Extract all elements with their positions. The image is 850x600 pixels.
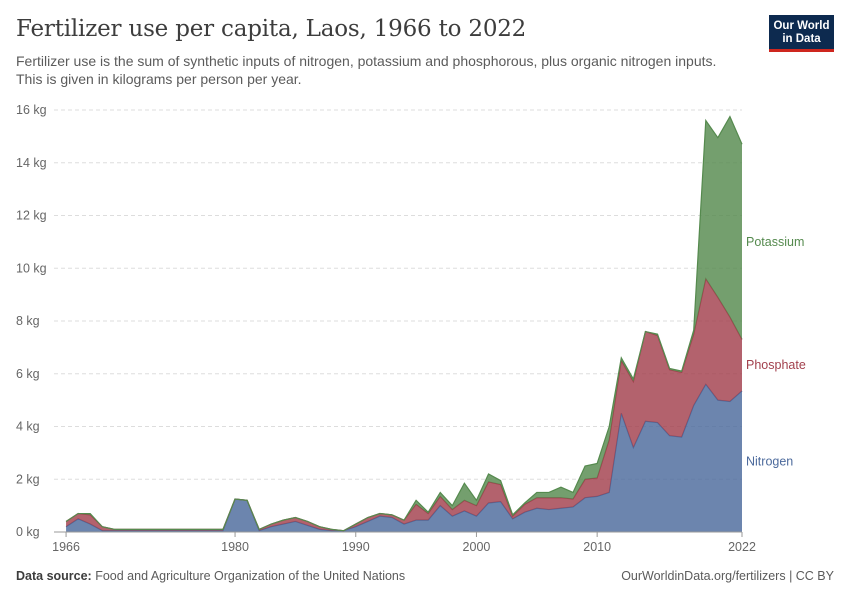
series-labels: Nitrogen Phosphate Potassium [746, 235, 806, 469]
grid-lines [54, 109, 742, 480]
y-tick-label: 16 kg [16, 103, 47, 117]
series-label-phosphate: Phosphate [746, 358, 806, 372]
series-label-nitrogen: Nitrogen [746, 454, 793, 468]
y-tick-label: 14 kg [16, 156, 47, 170]
series-areas [65, 115, 743, 532]
axes: 0 kg 2 kg 4 kg 6 kg 8 kg 10 kg 12 kg 14 kg 16 kg… [16, 103, 756, 554]
y-tick-label: 6 kg [16, 367, 40, 381]
logo-line-1: Our World [773, 20, 830, 32]
x-tick-label: 1990 [342, 540, 370, 554]
y-tick-label: 12 kg [16, 209, 47, 223]
area-nitrogen[interactable] [66, 384, 742, 532]
x-tick-label: 2010 [583, 540, 611, 554]
data-source-text: Food and Agriculture Organization of the… [95, 569, 406, 583]
chart-title: Fertilizer use per capita, Laos, 1966 to… [16, 16, 527, 42]
y-tick-label: 4 kg [16, 420, 40, 434]
y-tick-label: 2 kg [16, 472, 40, 486]
logo-line-2: in Data [782, 33, 821, 45]
y-tick-label: 8 kg [16, 314, 40, 328]
footer-link[interactable]: OurWorldinData.org/fertilizers | CC BY [621, 569, 834, 583]
x-tick-label: 2022 [728, 540, 756, 554]
line-potassium [65, 115, 743, 532]
data-source-label: Data source: [16, 569, 92, 583]
y-tick-label: 10 kg [16, 261, 47, 275]
x-tick-label: 1966 [52, 540, 80, 554]
y-tick-label: 0 kg [16, 525, 40, 539]
data-source: Data source: Food and Agriculture Organi… [16, 569, 405, 583]
series-label-potassium: Potassium [746, 235, 804, 249]
owid-logo[interactable]: Our World in Data [769, 15, 834, 52]
x-tick-label: 1980 [221, 540, 249, 554]
chart-subtitle: Fertilizer use is the sum of synthetic i… [16, 53, 717, 87]
x-tick-label: 2000 [463, 540, 491, 554]
